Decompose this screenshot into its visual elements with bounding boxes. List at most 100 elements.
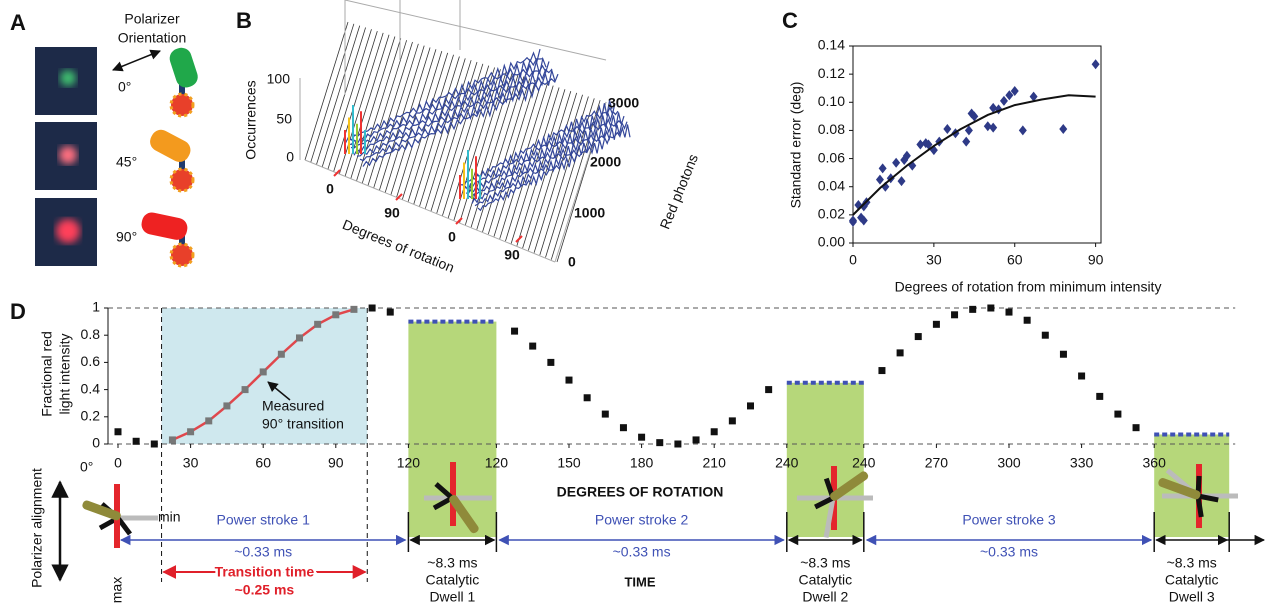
data-point <box>962 136 971 147</box>
data-point <box>1091 59 1100 70</box>
floor-hatch <box>367 41 413 186</box>
plot-frame <box>304 159 556 263</box>
floor-hatch <box>430 61 478 212</box>
floor-hatch <box>338 32 384 175</box>
data-point <box>989 122 998 133</box>
dwell-duration: ~8.3 ms <box>800 555 850 571</box>
motor-cartoon-part <box>179 156 185 172</box>
x-tick-label: 150 <box>557 455 581 471</box>
angle-label: 0° <box>118 79 131 95</box>
dwell-name: Catalytic <box>798 572 852 588</box>
surface-ridge <box>353 61 550 156</box>
transition-time: Transition time <box>215 564 315 580</box>
floor-hatch <box>527 92 578 251</box>
x-tick-label: 0 <box>114 455 122 471</box>
data-point <box>296 334 303 342</box>
surface-ridge <box>471 115 625 204</box>
x-axis-label: Degrees of rotation from minimum intensi… <box>895 279 1162 295</box>
data-point <box>1041 331 1049 339</box>
z-tick-label: 0 <box>286 149 294 165</box>
data-point <box>987 304 995 312</box>
angle-label: 90° <box>116 229 137 245</box>
data-point <box>983 121 992 132</box>
dwell-name: Dwell 1 <box>429 589 475 605</box>
x-tick-label: 360 <box>1143 455 1167 471</box>
data-point <box>902 150 911 161</box>
x-tick-label: 90 <box>504 247 520 263</box>
data-point <box>511 327 519 335</box>
dwell-duration: ~8.3 ms <box>1167 555 1217 571</box>
panel-d: D Fractional red light intensity 0 0.2 0.4 0.6… <box>10 299 1266 605</box>
surface-ridge <box>474 120 628 207</box>
panel-label: A <box>10 10 26 35</box>
rotor-cartoon <box>424 462 492 534</box>
x-tick-label: 180 <box>630 455 654 471</box>
power-stroke-label: Power stroke 1 <box>217 512 311 528</box>
plot-frame <box>852 45 1102 244</box>
stroke-duration: ~0.33 ms <box>234 544 292 560</box>
x-tick <box>455 217 463 225</box>
data-point <box>859 215 868 226</box>
rotor-cartoon-part <box>450 462 456 526</box>
y-axis-label: Standard error (deg) <box>788 82 804 209</box>
z-tick-label: 50 <box>276 111 292 127</box>
data-point <box>914 333 922 341</box>
surface-ridge <box>359 68 556 162</box>
rotor-cartoon <box>797 466 873 540</box>
y-tick-label: 0.00 <box>818 234 845 250</box>
data-point <box>314 320 322 328</box>
polarizer-title: Orientation <box>118 30 186 46</box>
data-point <box>951 311 959 319</box>
floor-hatch <box>316 25 361 165</box>
polarizer-max: max <box>109 577 125 603</box>
y-tick-label: 0.4 <box>81 380 101 396</box>
floor-hatch <box>487 80 537 235</box>
x-tick-label: 30 <box>183 455 199 471</box>
data-point <box>223 402 231 410</box>
y-tick-label: 0.8 <box>81 326 101 342</box>
data-point <box>1005 308 1013 316</box>
data-point <box>932 320 940 328</box>
data-point <box>916 139 925 150</box>
rotor-cartoons <box>82 458 1238 548</box>
dwell-region <box>786 382 864 537</box>
floor-hatch <box>327 29 372 170</box>
motor-cartoon <box>150 129 195 193</box>
data-point <box>241 386 249 394</box>
y-tick-label: 0.12 <box>818 65 845 81</box>
data-point <box>878 367 886 375</box>
floor-hatch <box>350 36 396 179</box>
floor-hatch <box>356 38 402 181</box>
floor-hatch <box>424 60 472 209</box>
y-tick-label: 0 <box>92 435 100 451</box>
dwell-name: Dwell 3 <box>1169 589 1215 605</box>
data-point <box>547 358 555 366</box>
y-axis-label: Red photons <box>657 152 702 232</box>
panel-label: C <box>782 8 798 33</box>
x-tick <box>333 169 341 177</box>
x-tick-label: 0 <box>849 252 857 268</box>
surface-ridge <box>362 73 559 167</box>
surface-ridge <box>477 124 631 212</box>
power-stroke-label: Power stroke 2 <box>595 512 689 528</box>
z-axis-label: Occurrences <box>243 80 259 159</box>
fluorescence-spot <box>59 146 77 164</box>
data-point <box>674 440 682 448</box>
panel-b: B Occurrences Degrees of rotation Red ph… <box>236 0 701 276</box>
data-point <box>1096 392 1104 400</box>
floor-hatch <box>447 67 495 219</box>
z-tick-label: 100 <box>267 71 291 87</box>
data-point <box>849 215 857 226</box>
data-point <box>1023 316 1031 324</box>
motor-cartoon-part <box>169 242 195 268</box>
floor-hatch <box>321 27 366 168</box>
x-tick-label: 120 <box>397 455 421 471</box>
x-tick-label: 120 <box>485 455 509 471</box>
panel-label: D <box>10 299 26 324</box>
y-tick-label: 0.2 <box>81 408 101 424</box>
surface-ridge <box>356 68 553 157</box>
data-point <box>638 433 646 441</box>
floor-hatch <box>310 23 355 163</box>
polarizer-title: Polarizer <box>124 11 180 27</box>
data-point <box>350 305 358 313</box>
